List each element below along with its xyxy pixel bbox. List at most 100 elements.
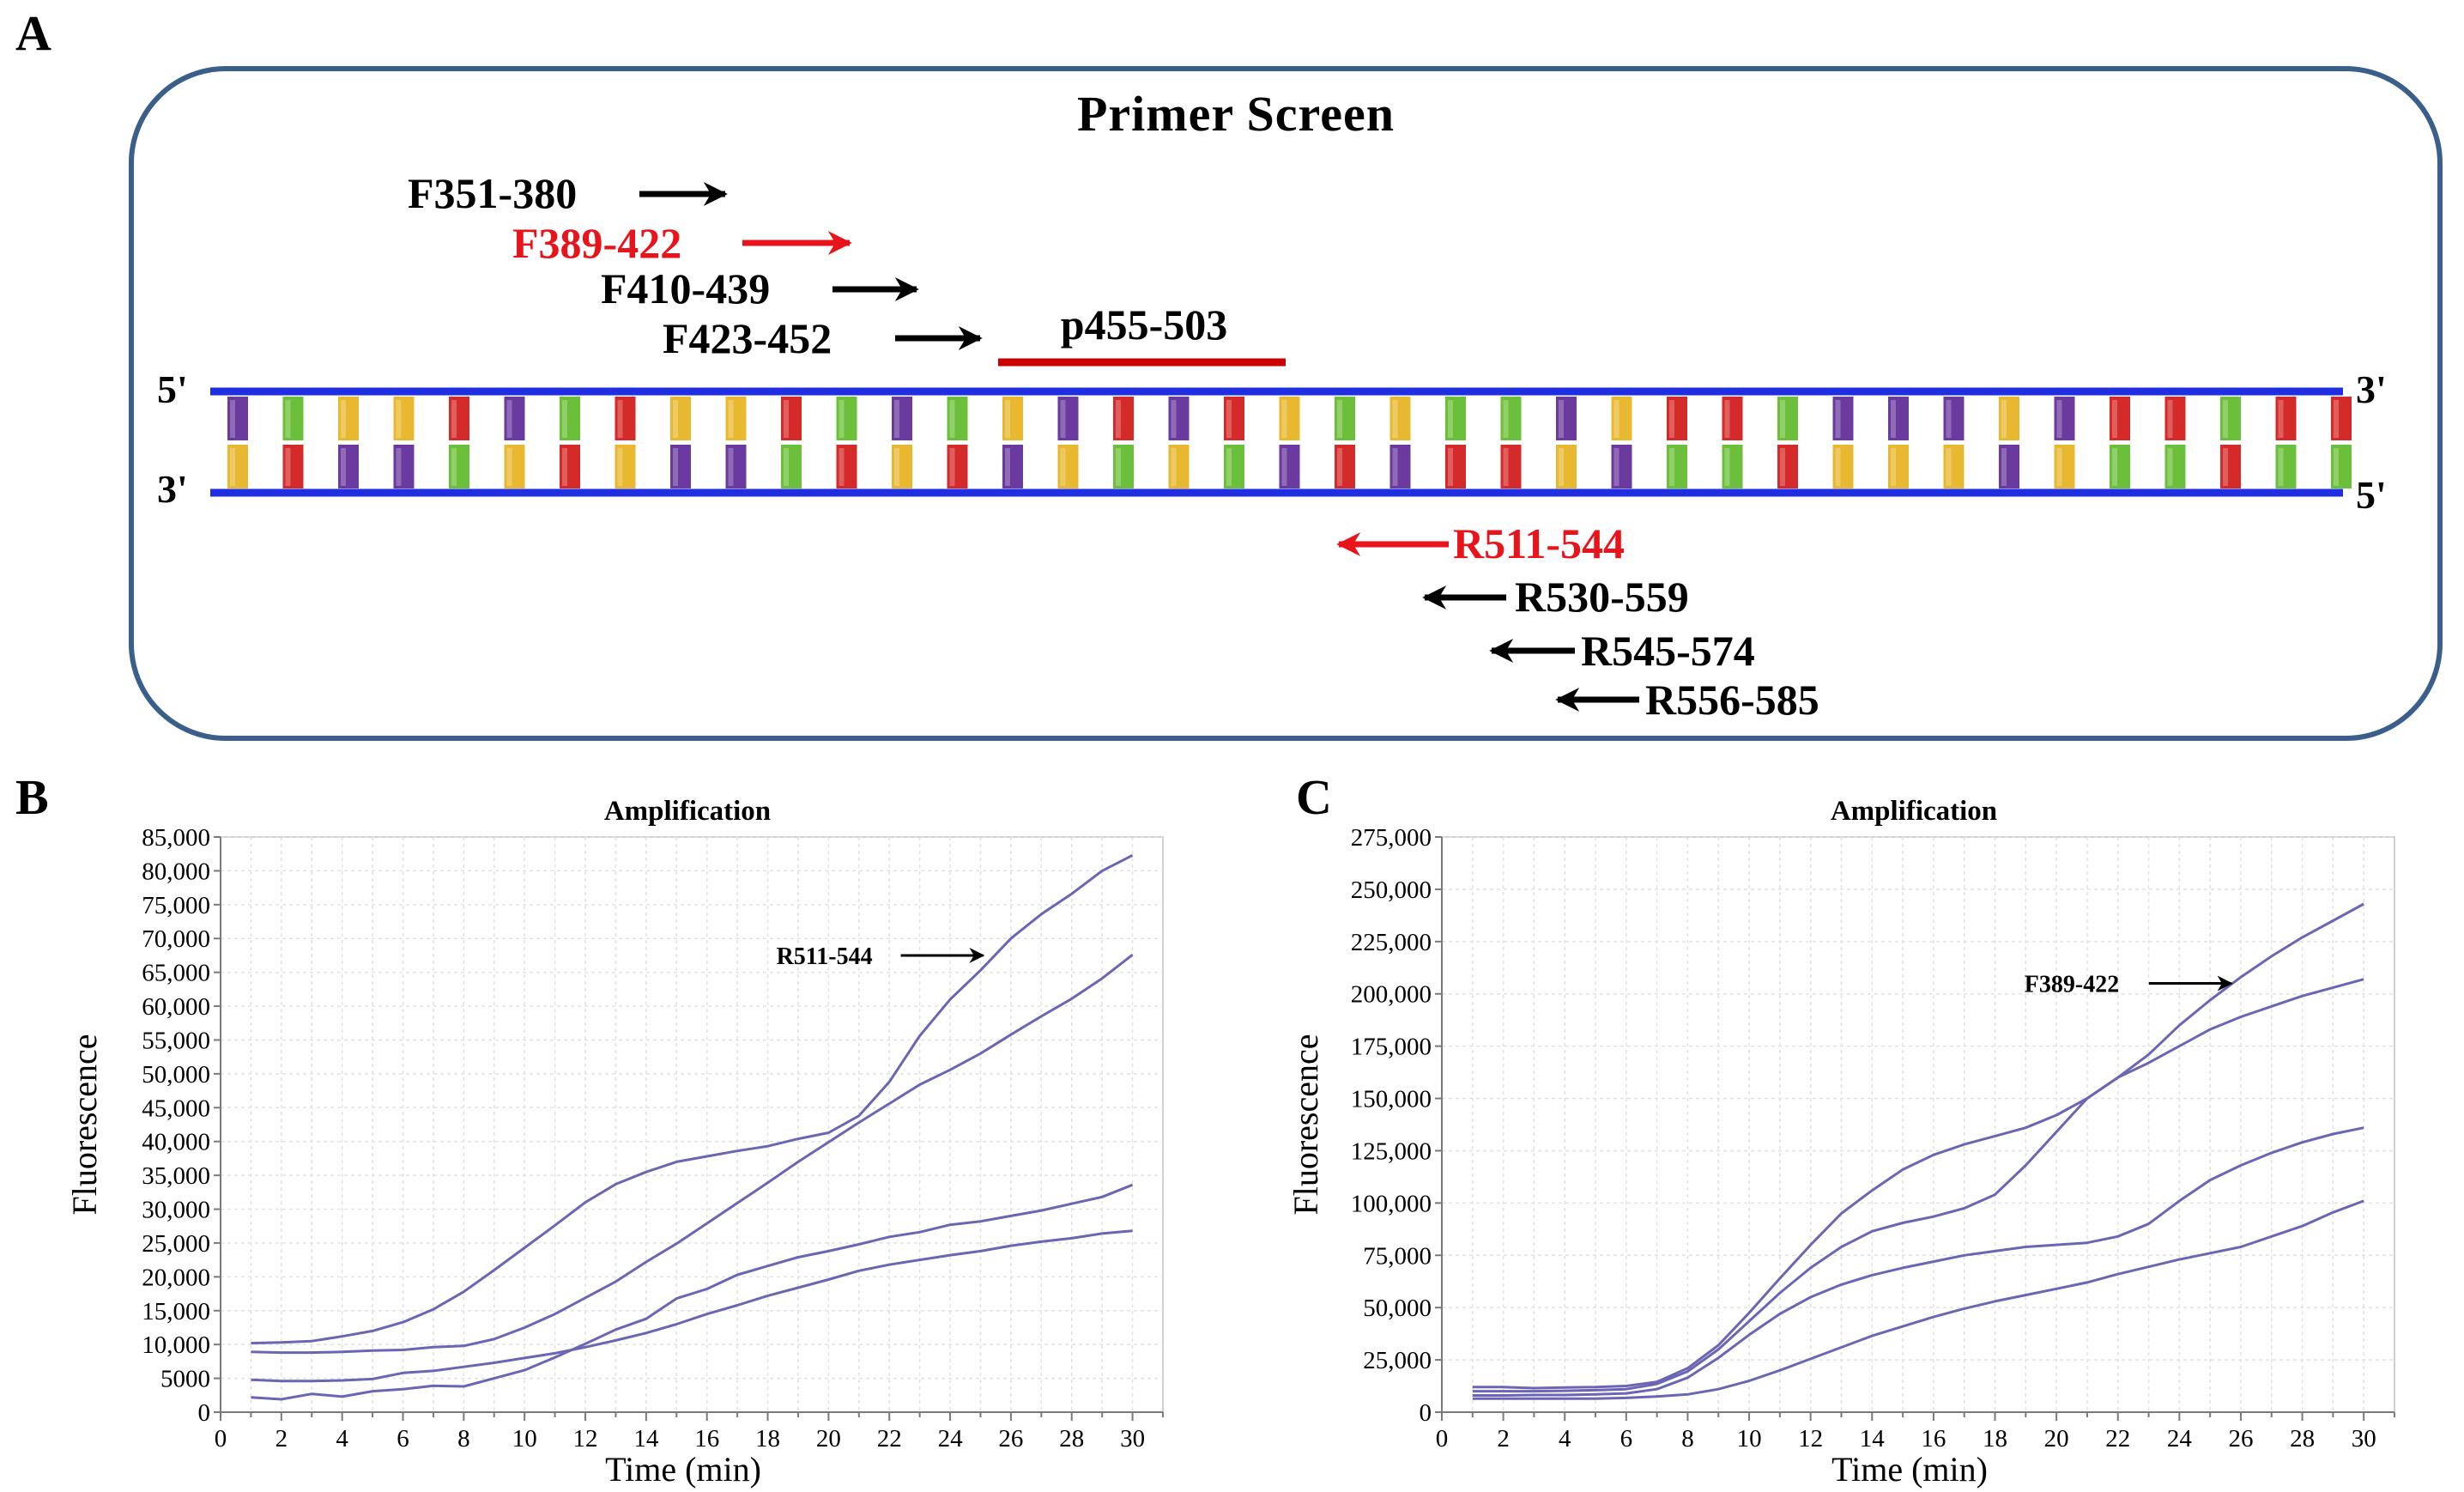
base-highlight	[1669, 400, 1674, 438]
base-top-purple	[1943, 397, 1965, 440]
base-highlight	[2001, 448, 2007, 486]
base-highlight	[1116, 400, 1121, 438]
base-highlight	[2334, 448, 2339, 486]
base-bottom-yellow	[504, 445, 525, 488]
base-top-red	[1113, 397, 1134, 440]
base-highlight	[506, 400, 512, 438]
base-highlight	[396, 400, 402, 438]
base-top-red	[2110, 397, 2130, 440]
x-tick-label: 14	[633, 1425, 659, 1453]
base-bottom-yellow	[614, 445, 636, 488]
base-highlight	[1946, 400, 1952, 438]
base-top-purple	[1057, 397, 1079, 440]
x-tick-label: 8	[1681, 1425, 1694, 1453]
base-bottom-red	[1335, 445, 1355, 488]
x-tick-label: 18	[755, 1425, 780, 1453]
y-tick-label: 80,000	[142, 858, 210, 885]
base-bottom-green	[1722, 445, 1743, 488]
base-bottom-yellow	[2054, 445, 2075, 488]
y-tick-label: 75,000	[142, 892, 210, 919]
base-highlight	[230, 448, 235, 486]
base-highlight	[396, 448, 402, 486]
base-top-yellow	[1389, 397, 1411, 440]
base-highlight	[1171, 400, 1177, 438]
base-top-purple	[2054, 397, 2075, 440]
base-bottom-yellow	[1832, 445, 1854, 488]
base-bottom-yellow	[1888, 445, 1909, 488]
x-tick-label: 28	[2290, 1425, 2315, 1453]
chart-title: Amplification	[604, 796, 771, 827]
x-tick-label: 26	[2228, 1425, 2253, 1453]
y-tick-label: 175,000	[1351, 1034, 1432, 1061]
reverse-primer-label: R511-544	[1453, 519, 1625, 567]
base-top-red	[1722, 397, 1743, 440]
base-highlight	[2167, 400, 2173, 438]
chart-title: Amplification	[1831, 796, 1997, 827]
base-highlight	[1946, 448, 1952, 486]
x-tick-label: 4	[1559, 1425, 1571, 1453]
reverse-primer-1: R511-544	[1336, 519, 1625, 567]
base-bottom-yellow	[1168, 445, 1190, 488]
base-top-yellow	[1611, 397, 1632, 440]
base-bottom-green	[781, 445, 802, 488]
base-highlight	[894, 448, 899, 486]
base-highlight	[728, 400, 734, 438]
base-highlight	[2334, 400, 2339, 438]
base-highlight	[1448, 400, 1453, 438]
base-highlight	[1005, 448, 1010, 486]
forward-primer-label: F389-422	[512, 219, 681, 267]
primer-screen-title: Primer Screen	[1077, 86, 1395, 142]
base-highlight	[285, 448, 291, 486]
base-top-green	[1500, 397, 1522, 440]
y-tick-label: 60,000	[142, 993, 210, 1021]
base-highlight	[2001, 400, 2007, 438]
base-highlight	[285, 400, 291, 438]
base-bottom-green	[1667, 445, 1687, 488]
base-top-red	[2275, 397, 2297, 440]
probe: p455-503	[998, 300, 1286, 367]
y-tick-label: 45,000	[142, 1095, 210, 1122]
strand-end-top-left: 5'	[157, 367, 188, 411]
base-bottom-green	[1224, 445, 1244, 488]
y-axis-label: Fluorescence	[65, 1034, 104, 1215]
base-highlight	[1891, 400, 1896, 438]
base-bottom-green	[2164, 445, 2186, 488]
base-highlight	[2278, 400, 2284, 438]
base-highlight	[673, 400, 678, 438]
base-top-green	[1777, 397, 1798, 440]
base-top-green	[282, 397, 304, 440]
base-top-yellow	[670, 397, 691, 440]
series-line	[251, 1229, 1133, 1383]
base-bottom-red	[947, 445, 968, 488]
base-top-green	[2220, 397, 2241, 440]
base-highlight	[838, 400, 845, 438]
base-highlight	[1226, 400, 1232, 438]
reverse-primer-label: R530-559	[1515, 573, 1689, 621]
base-highlight	[894, 400, 899, 438]
x-axis-label: Time (min)	[1831, 1450, 1988, 1489]
base-bottom-green	[2110, 445, 2130, 488]
x-tick-label: 16	[1921, 1425, 1946, 1453]
amplification-chart-c: 0 25,000 50,000 75,000 100,000 125,000 150,000…	[1286, 796, 2395, 1489]
y-tick-label: 25,000	[142, 1230, 210, 1258]
base-highlight	[2167, 448, 2173, 486]
base-highlight	[341, 448, 346, 486]
base-highlight	[949, 400, 955, 438]
x-tick-label: 16	[694, 1425, 719, 1453]
base-highlight	[341, 400, 346, 438]
series-line	[1472, 978, 2364, 1393]
base-highlight	[1281, 400, 1287, 438]
x-tick-label: 18	[1983, 1425, 2007, 1453]
base-highlight	[1891, 448, 1896, 486]
base-top-yellow	[338, 397, 359, 440]
series-line	[1472, 902, 2364, 1390]
y-tick-label: 0	[198, 1399, 211, 1427]
base-highlight	[562, 400, 567, 438]
base-highlight	[1780, 448, 1785, 486]
forward-primer-1: F351-380	[408, 169, 728, 217]
x-tick-label: 28	[1059, 1425, 1084, 1453]
series-annotation-label: F389-422	[2025, 972, 2119, 998]
x-tick-label: 10	[1737, 1425, 1762, 1453]
x-tick-label: 30	[1120, 1425, 1145, 1453]
base-highlight	[1669, 448, 1674, 486]
